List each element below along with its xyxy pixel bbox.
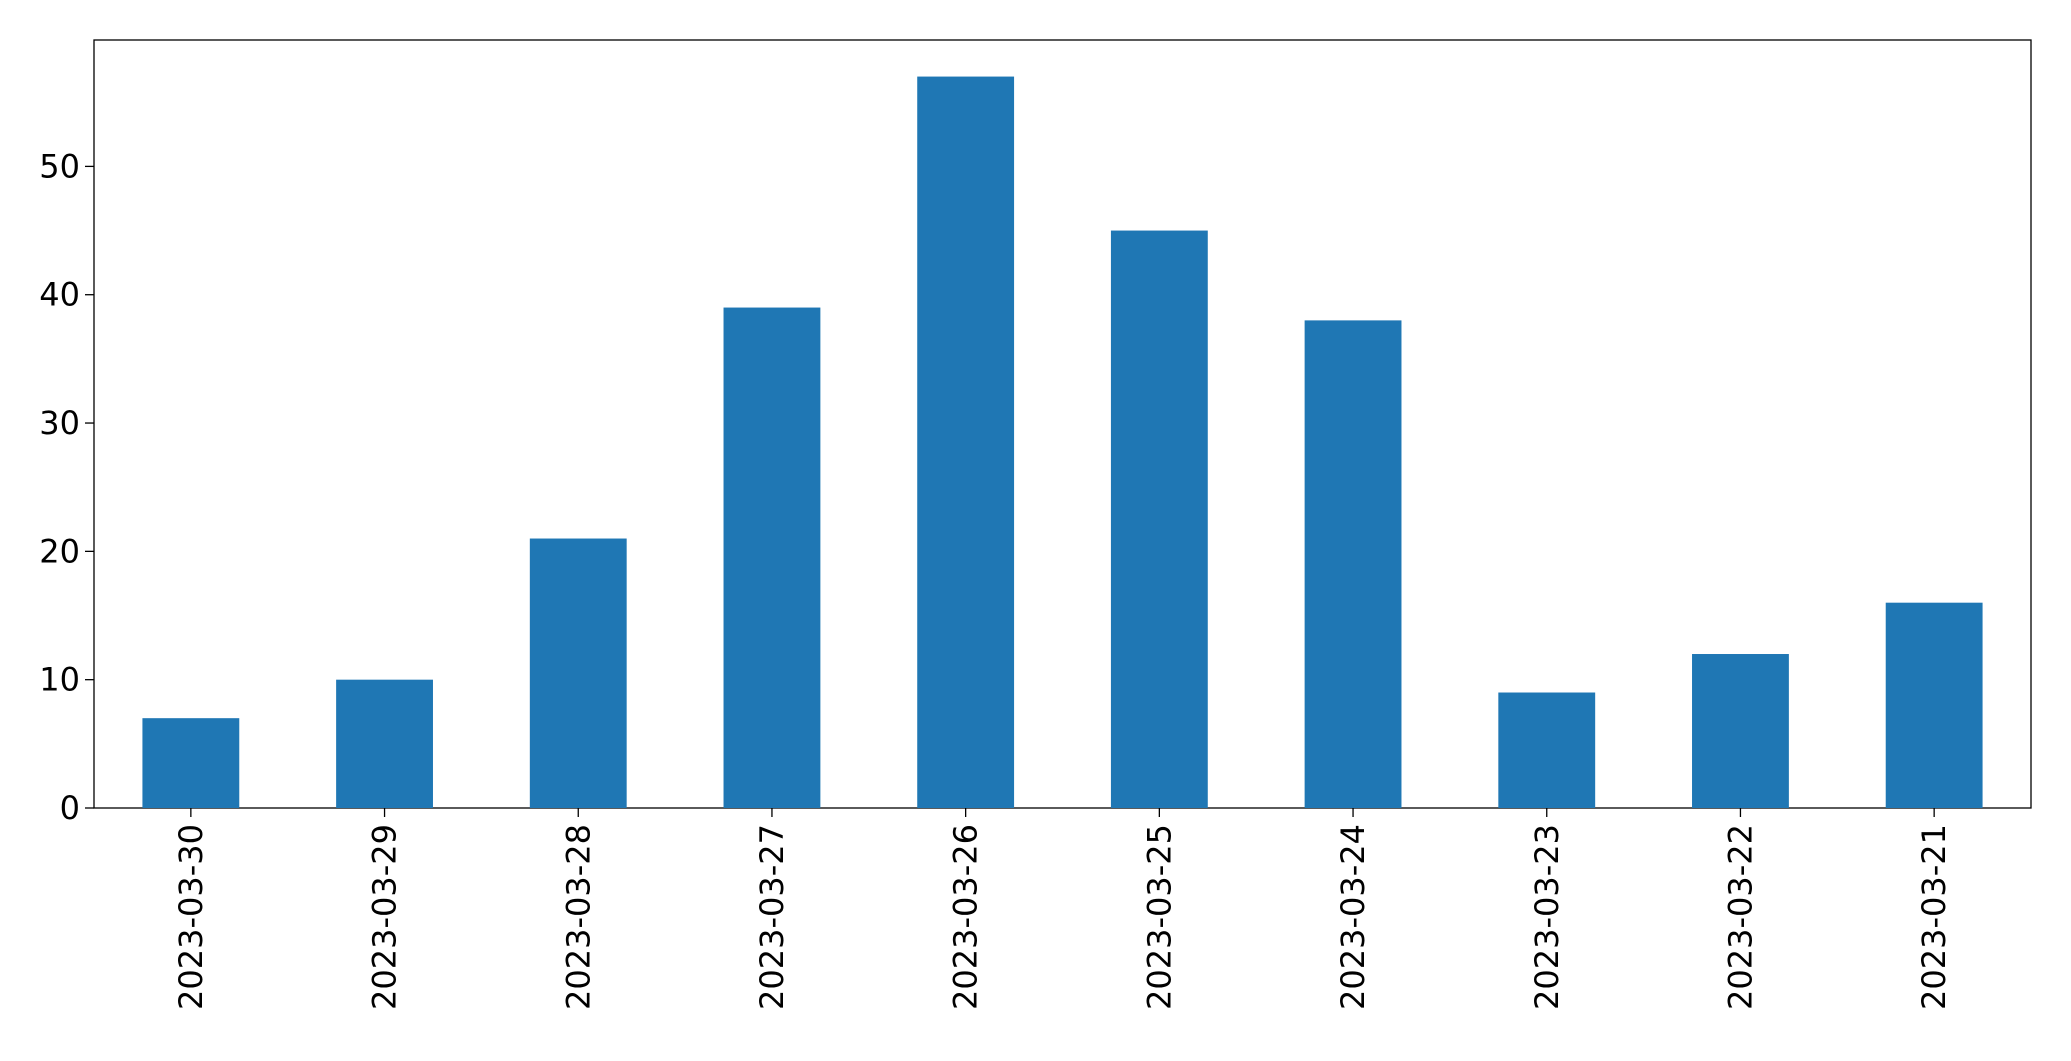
- bar: [336, 679, 433, 808]
- y-tick-label: 20: [39, 532, 80, 570]
- bar: [1304, 320, 1402, 808]
- x-tick-label: 2023-03-27: [753, 824, 791, 1010]
- plot-frame: [93, 39, 2032, 809]
- x-tick-label: 2023-03-25: [1140, 824, 1178, 1010]
- x-tick-label: 2023-03-21: [1915, 824, 1953, 1010]
- bar: [1885, 602, 1983, 808]
- x-tick-label: 2023-03-29: [366, 824, 404, 1010]
- x-tick-label: 2023-03-30: [172, 824, 210, 1010]
- bar: [723, 307, 821, 808]
- bar: [529, 538, 627, 808]
- y-tick-label: 50: [39, 147, 80, 185]
- x-tick-label: 2023-03-24: [1334, 824, 1372, 1010]
- bar: [1692, 654, 1789, 808]
- y-tick-label: 10: [39, 661, 80, 699]
- x-tick-label: 2023-03-23: [1528, 824, 1566, 1010]
- x-tick-label: 2023-03-28: [559, 824, 597, 1010]
- y-tick-label: 0: [60, 789, 80, 827]
- y-tick-label: 40: [39, 276, 80, 314]
- bar: [1498, 692, 1596, 808]
- bar: [1110, 230, 1208, 808]
- x-tick-label: 2023-03-22: [1721, 824, 1759, 1010]
- x-tick-label: 2023-03-26: [947, 824, 985, 1010]
- y-tick-label: 30: [39, 404, 80, 442]
- bar: [142, 718, 240, 808]
- bar: [917, 76, 1015, 809]
